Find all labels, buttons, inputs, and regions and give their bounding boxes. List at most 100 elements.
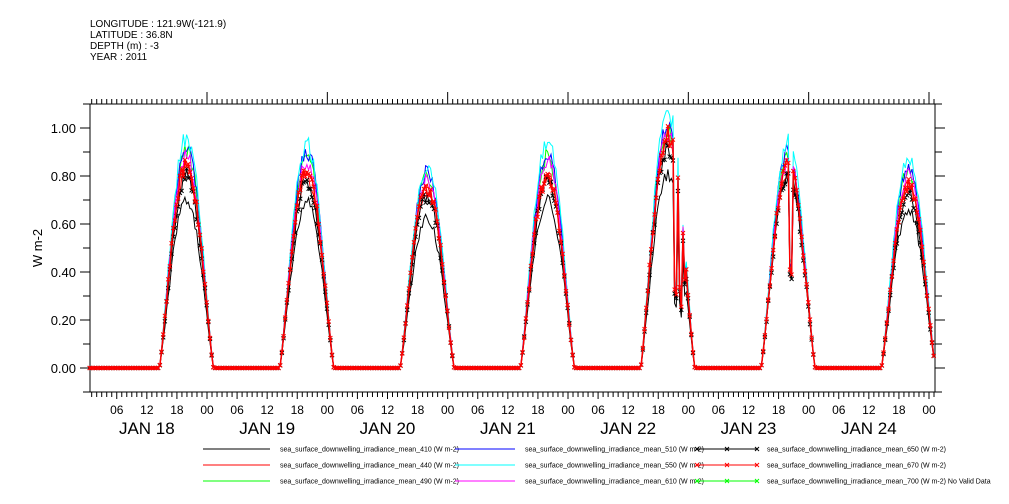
legend-entry: sea_surface_downwelling_irradiance_mean_… xyxy=(694,463,946,470)
series-marker xyxy=(797,216,803,221)
series-marker xyxy=(907,185,913,191)
legend-label: sea_surface_downwelling_irradiance_mean_… xyxy=(525,463,704,470)
series-marker xyxy=(443,293,449,299)
series-marker xyxy=(282,315,288,320)
series-marker xyxy=(892,240,898,246)
x-hour-label: 12 xyxy=(260,403,274,417)
x-day-label: JAN 24 xyxy=(841,419,897,438)
series-marker xyxy=(409,254,415,260)
series-marker xyxy=(680,230,686,236)
y-tick-label: 1.00 xyxy=(51,121,76,136)
series-marker xyxy=(675,175,681,180)
series-marker xyxy=(322,283,328,288)
series-marker xyxy=(546,175,552,180)
series-marker xyxy=(326,319,332,324)
x-hour-label: 06 xyxy=(832,403,846,417)
series-marker xyxy=(645,288,651,294)
series-marker xyxy=(917,227,923,233)
series-marker xyxy=(637,365,642,371)
x-hour-label: 00 xyxy=(922,403,936,417)
series-marker xyxy=(558,239,564,245)
series-marker xyxy=(779,181,784,186)
series-marker xyxy=(635,365,641,371)
series-marker xyxy=(195,222,201,227)
series-marker xyxy=(309,194,315,200)
x-day-label: JAN 18 xyxy=(119,419,175,438)
legend-label: sea_surface_downwelling_irradiance_mean_… xyxy=(767,463,946,470)
series-marker xyxy=(673,292,679,297)
series-marker xyxy=(658,152,664,158)
legend-label: sea_surface_downwelling_irradiance_mean_… xyxy=(767,479,991,486)
x-hour-label: 18 xyxy=(291,403,305,417)
series-marker xyxy=(197,232,203,238)
series-marker xyxy=(394,365,400,371)
series-marker xyxy=(650,230,656,236)
series-marker xyxy=(884,320,890,325)
series-marker xyxy=(759,362,764,368)
series-marker xyxy=(901,196,906,202)
series-marker xyxy=(279,349,285,355)
series-marker xyxy=(448,340,454,345)
series-marker xyxy=(921,259,927,265)
series-marker xyxy=(406,286,412,291)
series-marker xyxy=(167,264,173,269)
plot-frame xyxy=(89,103,936,393)
series-marker xyxy=(802,268,808,274)
x-hour-label: 12 xyxy=(501,403,515,417)
series-marker xyxy=(157,362,163,368)
series-marker xyxy=(523,316,529,321)
legend-entry: sea_surface_downwelling_irradiance_mean_… xyxy=(694,479,991,486)
series-marker xyxy=(525,299,530,305)
series-marker xyxy=(518,362,524,368)
series-marker xyxy=(413,225,418,231)
series-marker xyxy=(789,272,794,277)
series-line xyxy=(89,121,935,369)
series-marker xyxy=(419,192,425,198)
series-marker xyxy=(682,277,688,283)
series-marker xyxy=(877,365,883,371)
y-tick-label: 0.80 xyxy=(51,169,76,184)
series-marker xyxy=(204,300,210,305)
header-year: YEAR : 2011 xyxy=(90,52,148,63)
x-day-label: JAN 20 xyxy=(360,419,416,438)
series-marker xyxy=(160,332,166,337)
series-marker xyxy=(787,267,793,273)
legend-label: sea_surface_downwelling_irradiance_mean_… xyxy=(525,479,704,486)
y-tick-label: 0.20 xyxy=(51,313,76,328)
series-marker xyxy=(403,321,408,327)
series-marker xyxy=(665,123,671,129)
header-depth: DEPTH (m) : -3 xyxy=(90,41,159,52)
legend-entry: sea_surface_downwelling_irradiance_mean_… xyxy=(455,447,704,454)
series-marker xyxy=(414,214,420,220)
series-marker xyxy=(647,262,652,268)
x-hour-label: 06 xyxy=(110,403,124,417)
series-marker xyxy=(314,203,320,209)
series-marker xyxy=(809,335,815,341)
x-hour-label: 06 xyxy=(230,403,244,417)
x-hour-label: 00 xyxy=(561,403,575,417)
series-marker xyxy=(889,274,895,280)
series-marker xyxy=(931,353,937,359)
series-marker xyxy=(810,351,816,357)
series-marker xyxy=(672,287,677,292)
series-marker xyxy=(904,189,910,194)
series-marker xyxy=(541,181,547,187)
series-marker xyxy=(209,352,215,357)
series-marker xyxy=(404,303,410,308)
series-marker xyxy=(174,202,179,208)
series-marker xyxy=(321,271,327,277)
x-hour-label: 06 xyxy=(471,403,485,417)
series-marker xyxy=(172,218,178,223)
series-marker xyxy=(438,242,444,248)
series-marker xyxy=(421,186,427,192)
series-marker xyxy=(919,244,925,250)
series-510 xyxy=(89,121,935,369)
series-marker xyxy=(795,202,801,208)
series-line xyxy=(89,137,935,369)
series-marker xyxy=(765,297,771,302)
series-marker xyxy=(531,232,537,237)
series-marker xyxy=(789,276,794,282)
x-hour-label: 12 xyxy=(742,403,756,417)
